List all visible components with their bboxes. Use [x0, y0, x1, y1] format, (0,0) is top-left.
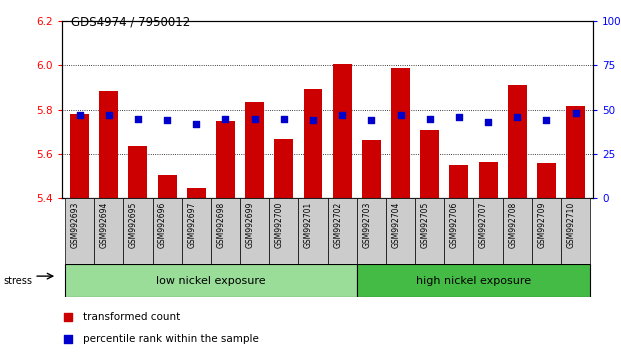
- Text: GSM992701: GSM992701: [304, 201, 313, 248]
- Point: [396, 112, 406, 118]
- Bar: [304, 89, 322, 198]
- Point: [220, 116, 230, 121]
- Point: [162, 118, 172, 123]
- Bar: [240, 198, 270, 264]
- Bar: [356, 198, 386, 264]
- Bar: [508, 85, 527, 198]
- Bar: [94, 198, 124, 264]
- Point: [571, 110, 581, 116]
- Bar: [362, 139, 381, 198]
- Bar: [327, 198, 356, 264]
- Point: [454, 114, 464, 120]
- Bar: [274, 138, 293, 198]
- Point: [63, 314, 73, 320]
- Point: [425, 116, 435, 121]
- Bar: [158, 175, 176, 198]
- Bar: [415, 198, 444, 264]
- Point: [512, 114, 522, 120]
- Bar: [153, 198, 182, 264]
- Point: [337, 112, 347, 118]
- Text: GSM992694: GSM992694: [100, 201, 109, 248]
- Text: GSM992696: GSM992696: [158, 201, 167, 248]
- Text: GSM992693: GSM992693: [71, 201, 79, 248]
- Bar: [537, 163, 556, 198]
- Text: GSM992706: GSM992706: [450, 201, 459, 248]
- Bar: [391, 68, 410, 198]
- Text: GSM992704: GSM992704: [391, 201, 401, 248]
- Point: [63, 336, 73, 342]
- Bar: [187, 188, 206, 198]
- Text: GSM992695: GSM992695: [129, 201, 138, 248]
- Point: [483, 119, 493, 125]
- Text: GSM992705: GSM992705: [420, 201, 430, 248]
- Bar: [532, 198, 561, 264]
- Text: GDS4974 / 7950012: GDS4974 / 7950012: [71, 16, 191, 29]
- Bar: [70, 114, 89, 198]
- Bar: [502, 198, 532, 264]
- Text: GSM992699: GSM992699: [246, 201, 255, 248]
- Text: GSM992708: GSM992708: [508, 201, 517, 248]
- Text: GSM992709: GSM992709: [537, 201, 546, 248]
- Text: transformed count: transformed count: [83, 312, 181, 322]
- Text: GSM992697: GSM992697: [188, 201, 196, 248]
- Bar: [450, 165, 468, 198]
- Point: [191, 121, 201, 127]
- Point: [279, 116, 289, 121]
- Bar: [245, 102, 264, 198]
- Text: GSM992698: GSM992698: [217, 201, 225, 248]
- Text: GSM992707: GSM992707: [479, 201, 488, 248]
- Point: [542, 118, 551, 123]
- Text: low nickel exposure: low nickel exposure: [156, 275, 266, 286]
- Bar: [473, 198, 502, 264]
- Text: stress: stress: [3, 276, 32, 286]
- Text: GSM992700: GSM992700: [275, 201, 284, 248]
- Bar: [479, 162, 497, 198]
- Text: GSM992710: GSM992710: [566, 201, 576, 248]
- Bar: [333, 64, 351, 198]
- Bar: [124, 198, 153, 264]
- Bar: [182, 198, 211, 264]
- Bar: [299, 198, 327, 264]
- Text: GSM992703: GSM992703: [362, 201, 371, 248]
- Bar: [356, 264, 590, 297]
- Bar: [216, 121, 235, 198]
- Bar: [420, 130, 439, 198]
- Bar: [129, 146, 147, 198]
- Point: [250, 116, 260, 121]
- Point: [366, 118, 376, 123]
- Bar: [386, 198, 415, 264]
- Bar: [65, 198, 94, 264]
- Bar: [211, 198, 240, 264]
- Point: [133, 116, 143, 121]
- Bar: [566, 107, 585, 198]
- Bar: [444, 198, 473, 264]
- Bar: [99, 91, 118, 198]
- Point: [104, 112, 114, 118]
- Point: [75, 112, 84, 118]
- Point: [308, 118, 318, 123]
- Text: high nickel exposure: high nickel exposure: [416, 275, 531, 286]
- Text: GSM992702: GSM992702: [333, 201, 342, 248]
- Bar: [270, 198, 299, 264]
- Bar: [65, 264, 356, 297]
- Bar: [561, 198, 590, 264]
- Text: percentile rank within the sample: percentile rank within the sample: [83, 334, 259, 344]
